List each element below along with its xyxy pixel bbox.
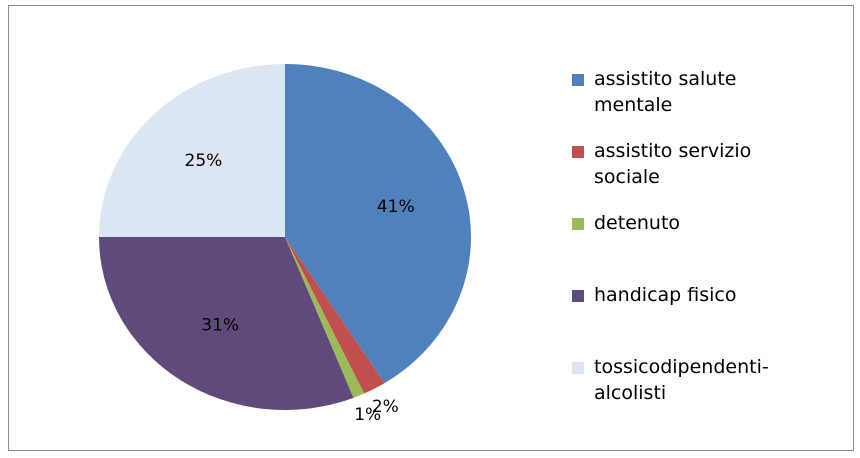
legend-swatch bbox=[572, 74, 584, 86]
legend-label: handicap fisico bbox=[594, 284, 737, 306]
chart-frame bbox=[8, 5, 854, 451]
legend-label: assistito servizio sociale bbox=[594, 140, 752, 188]
data-label: 31% bbox=[201, 316, 239, 336]
pie-slice bbox=[285, 64, 472, 384]
legend-item: assistito servizio sociale bbox=[572, 138, 842, 210]
legend-swatch bbox=[572, 290, 584, 302]
legend-item: handicap fisico bbox=[572, 282, 842, 354]
data-label: 2% bbox=[372, 397, 399, 417]
data-label: 1% bbox=[354, 405, 381, 425]
legend-label: tossicodipendenti-alcolisti bbox=[594, 356, 769, 404]
pie-slice bbox=[285, 237, 385, 394]
legend-swatch bbox=[572, 146, 584, 158]
legend-swatch bbox=[572, 362, 584, 374]
pie-slice bbox=[99, 237, 354, 410]
data-label: 25% bbox=[185, 151, 223, 171]
data-label: 41% bbox=[377, 197, 415, 217]
legend-item: tossicodipendenti-alcolisti bbox=[572, 354, 842, 426]
legend-swatch bbox=[572, 218, 584, 230]
pie-slice bbox=[99, 64, 285, 237]
legend-label: detenuto bbox=[594, 212, 681, 234]
legend-item: assistito salute mentale bbox=[572, 66, 842, 138]
pie-slice bbox=[285, 237, 365, 398]
legend-item: detenuto bbox=[572, 210, 842, 282]
legend-label: assistito salute mentale bbox=[594, 68, 737, 116]
legend: assistito salute mentale assistito serviz… bbox=[572, 66, 842, 426]
